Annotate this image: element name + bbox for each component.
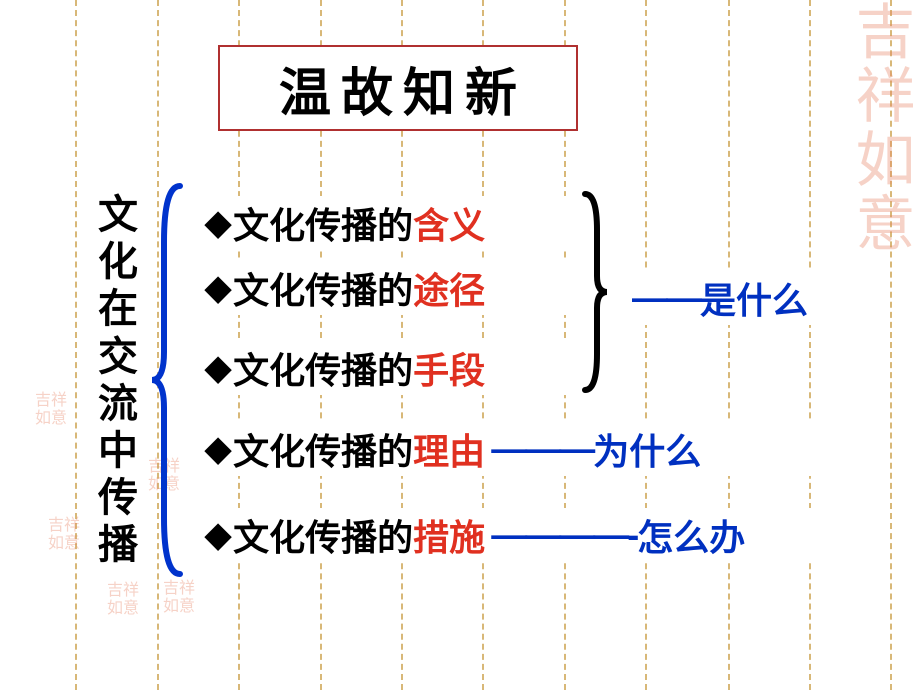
content-row-1: ◆文化传播的途径 — [191, 261, 584, 315]
vertical-title: 文化在交流中传播 — [98, 192, 138, 570]
row-prefix: 文化传播的 — [233, 197, 413, 249]
row-keyword: 途径 — [413, 262, 485, 314]
seal-icon: 吉祥 如意 — [107, 582, 139, 617]
content-row-4: ◆文化传播的措施————-怎么办 — [191, 508, 829, 562]
content-row-3: ◆文化传播的理由———为什么 — [191, 422, 814, 476]
row-prefix: 文化传播的 — [233, 509, 413, 561]
content-row-2: ◆文化传播的手段 — [191, 341, 584, 395]
anno-dash: —— — [632, 277, 700, 319]
grid-line — [809, 0, 811, 690]
row-keyword: 措施 — [413, 509, 485, 561]
right-annotation: —— 是什么 — [618, 271, 812, 325]
watermark-big: 吉祥如意 — [850, 0, 910, 256]
diamond-icon: ◆ — [205, 515, 231, 555]
row-keyword: 含义 — [413, 197, 485, 249]
row-keyword: 手段 — [413, 342, 485, 394]
row-suffix: 怎么办 — [637, 509, 745, 561]
diamond-icon: ◆ — [205, 429, 231, 469]
seal-icon: 吉祥 如意 — [35, 392, 67, 427]
grid-line — [728, 0, 730, 690]
grid-line — [75, 0, 77, 690]
row-dash: ————- — [491, 514, 637, 556]
content-row-0: ◆文化传播的含义 — [191, 196, 584, 250]
diamond-icon: ◆ — [205, 268, 231, 308]
vertical-title-box: 文化在交流中传播 — [89, 180, 147, 580]
left-brace — [150, 182, 186, 578]
right-brace — [581, 190, 609, 394]
row-prefix: 文化传播的 — [233, 262, 413, 314]
row-dash: ——— — [491, 428, 593, 470]
title-text: 温故知新 — [269, 51, 527, 126]
grid-line — [645, 0, 647, 690]
row-prefix: 文化传播的 — [233, 342, 413, 394]
title-box: 温故知新 — [218, 45, 578, 131]
grid-line — [890, 0, 892, 690]
row-prefix: 文化传播的 — [233, 423, 413, 475]
diamond-icon: ◆ — [205, 348, 231, 388]
diamond-icon: ◆ — [205, 203, 231, 243]
seal-icon: 吉祥 如意 — [163, 580, 195, 615]
anno-text: 是什么 — [700, 272, 808, 324]
row-keyword: 理由 — [413, 423, 485, 475]
row-suffix: 为什么 — [593, 423, 701, 475]
